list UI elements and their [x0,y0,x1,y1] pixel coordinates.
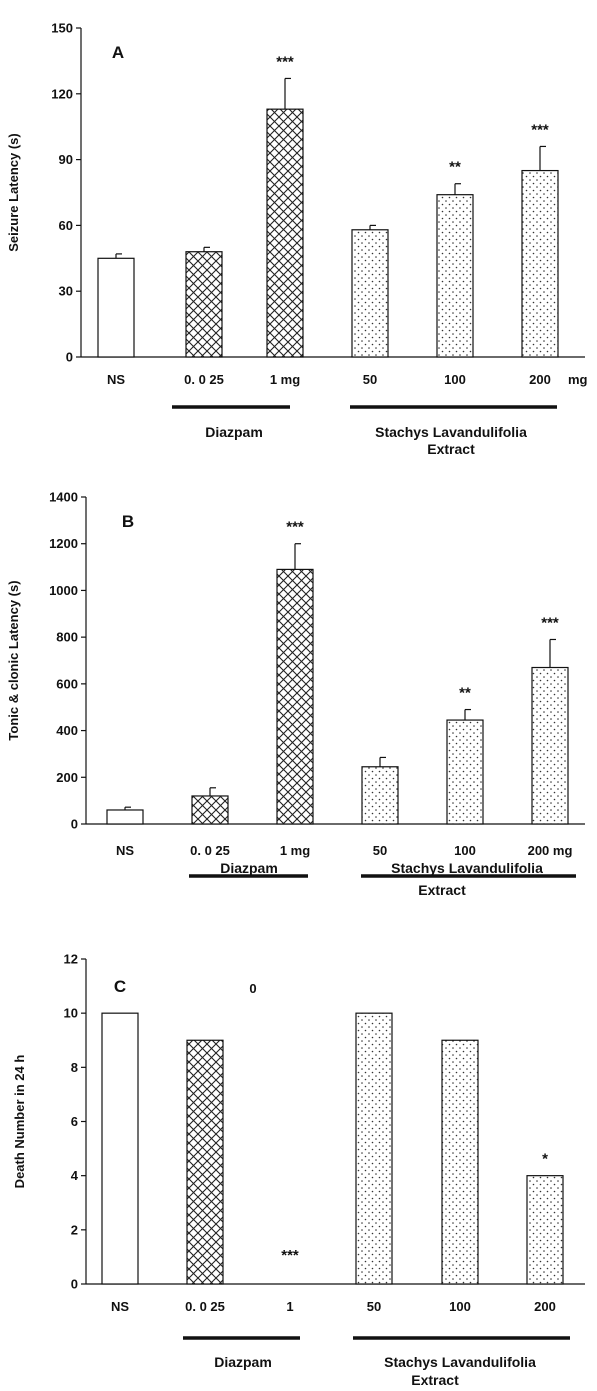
bar-3 [266,108,304,358]
group-label-diazepam: Diazpam [214,1354,272,1370]
y-axis-label: Tonic & clonic Latency (s) [6,580,21,740]
x-tick-label: 200 mg [528,843,573,858]
bar-1 [101,1012,139,1285]
bar-2 [185,251,223,358]
y-axis-label: Seizure Latency (s) [6,133,21,252]
bar-5 [436,194,474,358]
y-tick-label: 2 [71,1222,78,1237]
y-tick-label: 1200 [49,536,78,551]
x-tick-label: 200 [529,372,551,387]
x-tick-label: 50 [373,843,387,858]
y-tick-label: 6 [71,1114,78,1129]
significance-marker: *** [286,519,304,536]
y-tick-label: 0 [71,1277,78,1292]
x-tick-label: 0. 0 25 [184,372,224,387]
y-tick-label: 400 [56,723,78,738]
y-tick-label: 0 [66,350,73,365]
group-label-extract-line2: Extract [418,882,466,898]
x-tick-label: NS [107,372,125,387]
group-label-extract: Stachys Lavandulifolia [391,860,543,876]
significance-marker: *** [281,1247,299,1264]
x-tick-label: 1 [286,1299,293,1314]
y-tick-label: 30 [59,284,73,299]
group-label-extract: Stachys Lavandulifolia [375,424,527,440]
x-tick-label: 100 [444,372,466,387]
y-tick-label: 1000 [49,583,78,598]
bar-4 [355,1012,393,1285]
y-tick-label: 150 [51,21,73,36]
panel-a: 0 30 60 90 120 150 Seizure Latency (s) A NS 0. 0 … [6,21,588,458]
significance-marker: ** [449,159,461,176]
y-tick-label: 1400 [49,490,78,505]
bar-1 [106,809,144,825]
panel-letter: A [112,43,124,62]
y-axis-label: Death Number in 24 h [12,1055,27,1189]
y-tick-label: 4 [71,1168,79,1183]
x-tick-label: NS [111,1299,129,1314]
significance-marker: * [542,1151,548,1168]
x-tick-label: 0. 0 25 [190,843,230,858]
y-tick-label: 8 [71,1060,78,1075]
y-tick-label: 200 [56,770,78,785]
x-tick-label: NS [116,843,134,858]
bar-5 [441,1039,479,1285]
x-tick-label: 100 [449,1299,471,1314]
y-tick-label: 600 [56,676,78,691]
y-tick-label: 10 [64,1006,78,1021]
x-tick-label: 1 mg [280,843,310,858]
bar-4 [361,766,399,825]
bar-3 [276,568,314,825]
y-tick-label: 0 [71,817,78,832]
y-tick-label: 60 [59,218,73,233]
x-tick-label: 200 [534,1299,556,1314]
x-tick-label: 50 [363,372,377,387]
panel-letter: B [122,512,134,531]
bar-1 [97,257,135,358]
y-tick-label: 120 [51,86,73,101]
group-label-extract-line2: Extract [427,441,475,457]
x-tick-label: 50 [367,1299,381,1314]
bar-6 [521,169,559,358]
bar-2 [191,795,229,825]
x-tick-label: 0. 0 25 [185,1299,225,1314]
y-tick-label: 800 [56,630,78,645]
significance-marker: *** [276,53,294,70]
x-tick-label: 100 [454,843,476,858]
group-label-extract-line2: Extract [411,1372,459,1388]
x-tick-label: 1 mg [270,372,300,387]
y-tick-label: 12 [64,952,78,967]
significance-marker: ** [459,685,471,702]
unit-label: mg [568,372,588,387]
group-label-diazepam: Diazpam [205,424,263,440]
bar-4 [351,229,389,358]
significance-marker: *** [541,614,559,631]
panel-b: 0 200 400 600 800 1000 1200 1400 Tonic & clonic … [6,490,585,898]
panel-letter: C [114,977,126,996]
group-label-diazepam: Diazpam [220,860,278,876]
bar-5 [446,719,484,825]
annotation: 0 [249,981,256,996]
bar-6 [531,666,569,825]
group-label-extract: Stachys Lavandulifolia [384,1354,536,1370]
bar-6 [526,1175,564,1285]
bar-2 [186,1039,224,1285]
y-tick-label: 90 [59,152,73,167]
significance-marker: *** [531,121,549,138]
